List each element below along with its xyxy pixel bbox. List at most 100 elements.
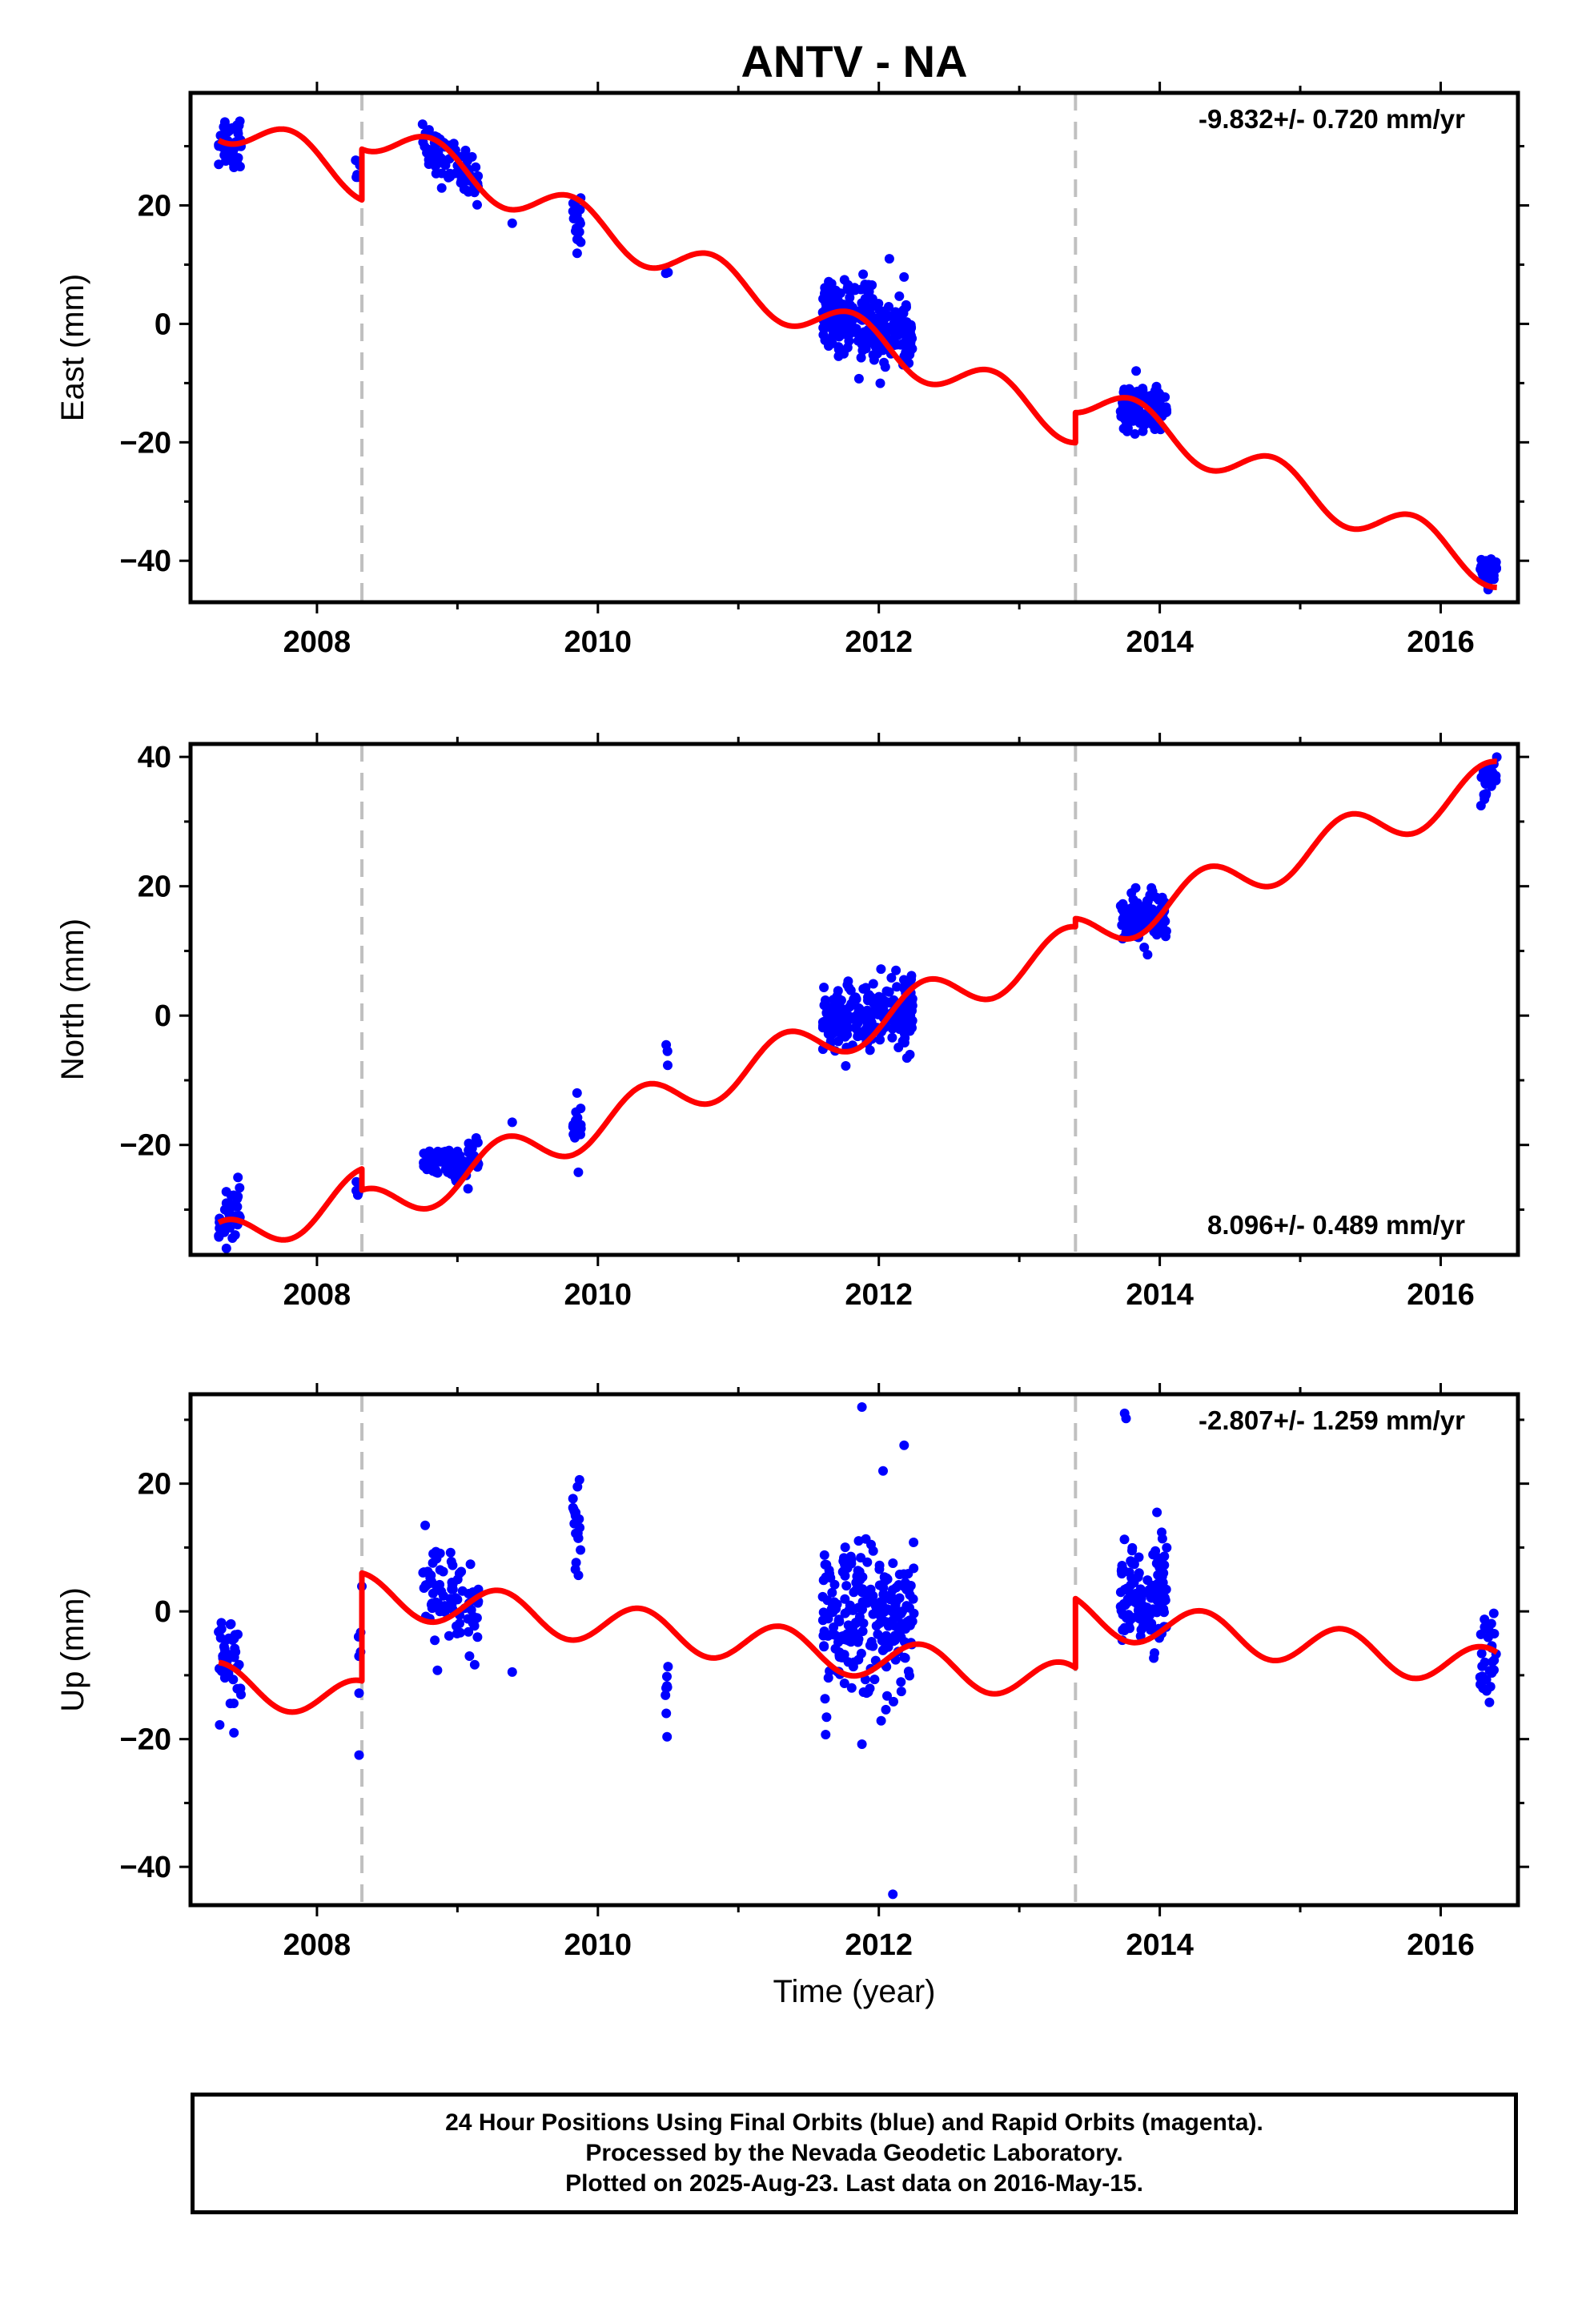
data-point bbox=[818, 1020, 828, 1031]
data-point bbox=[427, 1603, 437, 1614]
data-point-outlier bbox=[1152, 1507, 1162, 1518]
data-point bbox=[1126, 410, 1137, 420]
data-point bbox=[1150, 386, 1160, 396]
data-point bbox=[568, 1494, 578, 1504]
data-point bbox=[870, 1600, 881, 1610]
data-point bbox=[832, 300, 842, 310]
data-point bbox=[430, 1635, 440, 1646]
data-point bbox=[1480, 1614, 1490, 1625]
rate-label: -9.832+/- 0.720 mm/yr bbox=[1199, 104, 1465, 134]
data-point bbox=[446, 1557, 456, 1566]
data-point bbox=[440, 1606, 450, 1617]
data-point bbox=[226, 1202, 236, 1212]
data-point bbox=[1159, 1607, 1169, 1618]
x-tick-label: 2014 bbox=[1126, 1928, 1194, 1962]
data-point bbox=[429, 149, 440, 159]
data-point bbox=[896, 1687, 906, 1697]
data-point bbox=[230, 1643, 240, 1654]
model-curve bbox=[216, 758, 1499, 1243]
data-point bbox=[853, 1003, 864, 1013]
data-point bbox=[906, 1015, 917, 1026]
data-point bbox=[1479, 790, 1489, 800]
data-point bbox=[424, 1160, 434, 1171]
data-point bbox=[571, 1558, 581, 1568]
data-point bbox=[857, 1626, 868, 1636]
data-point bbox=[571, 1107, 581, 1117]
data-point bbox=[889, 318, 899, 328]
data-point-outlier bbox=[354, 1750, 364, 1760]
x-tick-label: 2016 bbox=[1407, 1928, 1475, 1962]
data-point-outlier bbox=[1121, 1413, 1131, 1424]
y-tick-label: −40 bbox=[120, 545, 171, 578]
data-point bbox=[856, 1013, 866, 1023]
data-point bbox=[466, 1152, 476, 1162]
data-point bbox=[574, 227, 584, 237]
data-point bbox=[891, 965, 901, 975]
data-point bbox=[1491, 557, 1501, 567]
data-point bbox=[1142, 1575, 1153, 1586]
data-point bbox=[1161, 407, 1171, 417]
data-point bbox=[1144, 1585, 1154, 1595]
data-point bbox=[1131, 366, 1142, 376]
data-point bbox=[840, 1594, 850, 1604]
data-point bbox=[909, 1563, 919, 1574]
data-point bbox=[436, 183, 447, 193]
data-point bbox=[842, 1563, 853, 1573]
data-point bbox=[1127, 1542, 1138, 1553]
data-point bbox=[444, 1630, 454, 1641]
data-point bbox=[844, 336, 854, 346]
data-point bbox=[1130, 883, 1141, 893]
data-point bbox=[821, 1609, 831, 1619]
data-point bbox=[661, 1039, 672, 1050]
data-point bbox=[851, 1618, 861, 1629]
data-point bbox=[868, 979, 878, 989]
data-point bbox=[818, 330, 829, 340]
data-point bbox=[225, 1699, 235, 1709]
data-point bbox=[902, 332, 912, 341]
data-point bbox=[868, 350, 878, 360]
data-point bbox=[868, 1546, 878, 1556]
data-point bbox=[853, 1637, 863, 1647]
data-point bbox=[464, 1651, 475, 1661]
data-point bbox=[875, 1035, 885, 1045]
plot-area bbox=[214, 752, 1502, 1253]
data-point bbox=[422, 147, 432, 158]
data-point bbox=[214, 1232, 224, 1242]
data-point bbox=[1142, 1613, 1152, 1623]
y-tick-label: 20 bbox=[138, 870, 171, 904]
data-point bbox=[840, 1542, 850, 1553]
data-point bbox=[833, 1036, 844, 1047]
data-point bbox=[875, 378, 885, 388]
data-point bbox=[447, 1580, 457, 1590]
model-curve bbox=[216, 126, 1499, 590]
data-point bbox=[231, 153, 242, 163]
x-tick-label: 2016 bbox=[1407, 1278, 1475, 1312]
data-point bbox=[869, 340, 880, 350]
data-point bbox=[844, 316, 854, 326]
data-point bbox=[1122, 423, 1133, 433]
data-point bbox=[662, 1671, 672, 1682]
data-point bbox=[1489, 1655, 1500, 1666]
data-point bbox=[1135, 1598, 1146, 1609]
data-point bbox=[844, 285, 854, 296]
data-point bbox=[892, 982, 902, 992]
x-axis-label: Time (year) bbox=[773, 1974, 936, 2009]
panel-north: 2008 2010 2012 2014 2016 −20 0 20 40 North (mm) 8.… bbox=[55, 733, 1529, 1312]
x-tick-label: 2012 bbox=[845, 1928, 913, 1962]
data-point bbox=[1124, 1567, 1134, 1578]
data-point bbox=[1476, 1629, 1486, 1639]
data-point bbox=[843, 1620, 853, 1630]
data-point bbox=[472, 199, 482, 210]
data-point bbox=[891, 1597, 901, 1606]
data-point bbox=[840, 1608, 850, 1618]
data-point bbox=[1162, 1542, 1172, 1553]
data-point bbox=[432, 1665, 443, 1675]
y-tick-label: −40 bbox=[120, 1851, 171, 1884]
data-point bbox=[232, 125, 243, 135]
data-point bbox=[1134, 917, 1144, 927]
data-point bbox=[661, 1690, 671, 1700]
data-point bbox=[445, 1547, 456, 1558]
data-point bbox=[841, 1581, 852, 1591]
data-point bbox=[866, 302, 877, 312]
data-point bbox=[444, 172, 454, 183]
